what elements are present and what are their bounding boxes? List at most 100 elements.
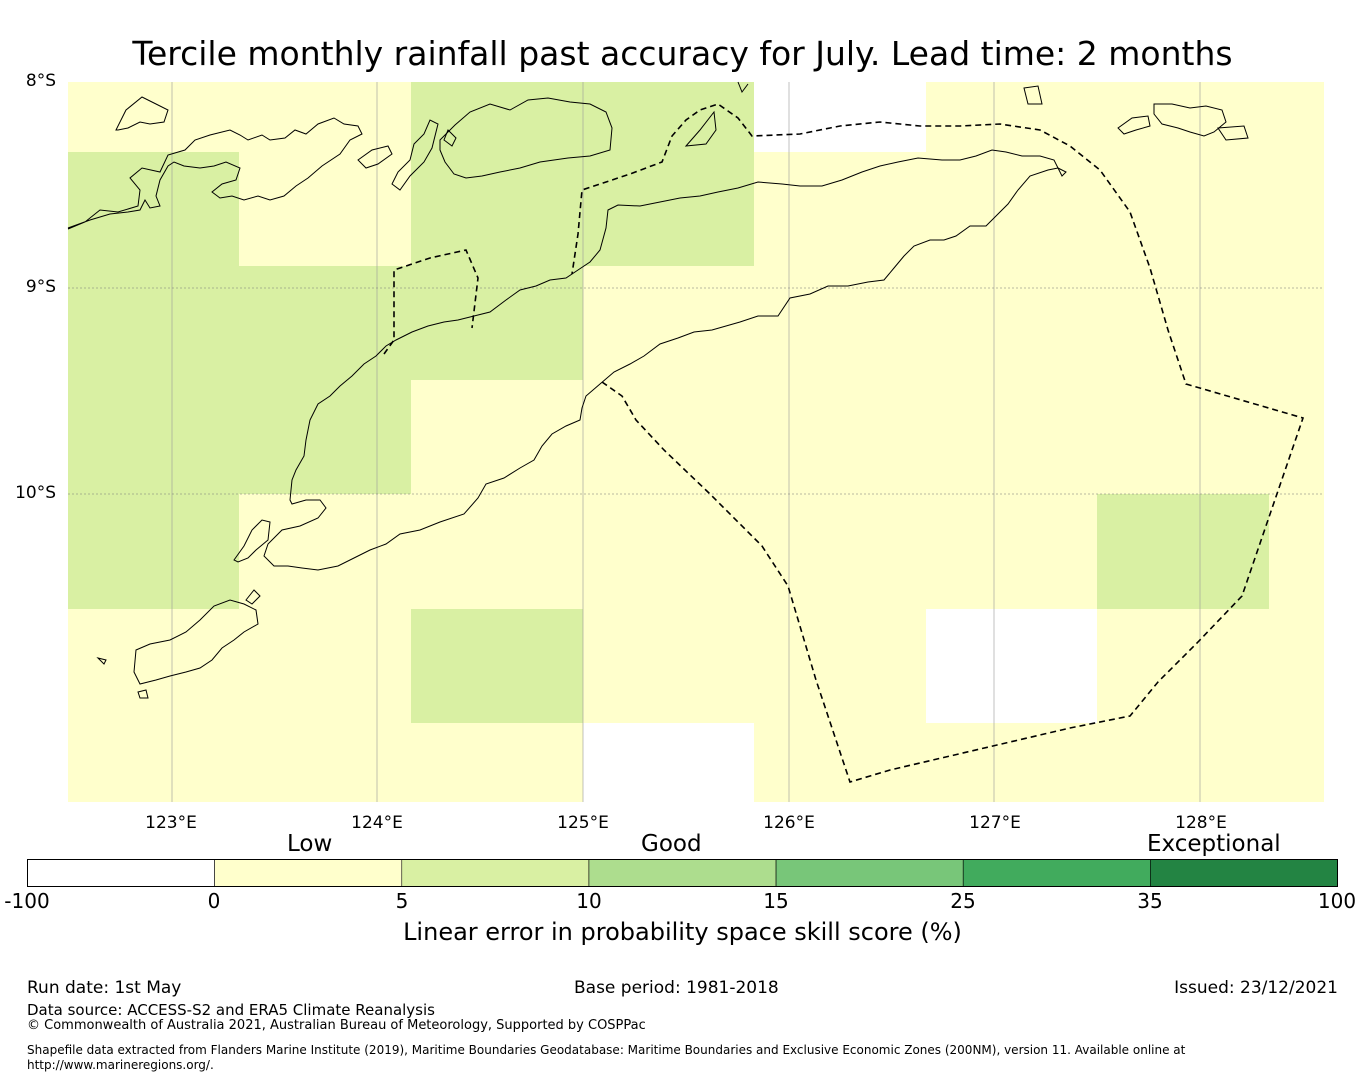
skill-cell (1269, 494, 1324, 609)
skill-cell (239, 609, 411, 723)
eez-boundary-oecusse (383, 249, 479, 355)
base-period: Base period: 1981-2018 (574, 978, 779, 998)
colorbar-tick: 15 (763, 889, 789, 913)
colorbar-tick: 35 (1137, 889, 1163, 913)
skill-cell (411, 609, 583, 723)
lat-label: 8°S (25, 71, 56, 91)
colorbar-segment (214, 859, 403, 887)
lon-label: 123°E (145, 813, 197, 833)
colorbar-tick: -100 (4, 889, 50, 913)
skill-cell (926, 494, 1097, 609)
lat-label: 9°S (25, 277, 56, 297)
skill-cell (1097, 82, 1269, 152)
skill-cell (1097, 152, 1269, 266)
shapefile-credit: Shapefile data extracted from Flanders M… (27, 1043, 1186, 1057)
island-small-2 (357, 145, 393, 169)
issued-date: Issued: 23/12/2021 (1174, 978, 1338, 998)
skill-cell (239, 82, 411, 152)
skill-cell (926, 609, 1097, 723)
skill-cell (1269, 82, 1324, 152)
skill-cell (68, 723, 239, 802)
skill-cell (1269, 609, 1324, 723)
colorbar-tick: 25 (950, 889, 976, 913)
coastline-timor (263, 149, 1067, 571)
island-small-5 (1023, 85, 1043, 105)
category-label-low: Low (287, 831, 333, 857)
skill-cell (1269, 152, 1324, 266)
colorbar-segment (27, 859, 215, 887)
lon-label: 127°E (969, 813, 1021, 833)
coastline-southwest (96, 519, 271, 699)
colorbar-segment (962, 859, 1151, 887)
skill-cell (411, 723, 583, 802)
oecusse-coast (1056, 166, 1067, 177)
colorbar-tick: 10 (576, 889, 602, 913)
coastline (67, 81, 1249, 230)
lon-label: 124°E (351, 813, 403, 833)
copyright: © Commonwealth of Australia 2021, Austra… (27, 1018, 646, 1033)
island-small-4 (443, 129, 457, 147)
skill-cell (926, 266, 1097, 380)
lon-label: 125°E (557, 813, 609, 833)
lat-label: 10°S (15, 483, 56, 503)
skill-cell (754, 609, 926, 723)
skill-cell (1097, 723, 1269, 802)
map-title: Tercile monthly rainfall past accuracy f… (132, 34, 1233, 73)
island-small-10 (245, 589, 261, 605)
shapefile-url: http://www.marineregions.org/. (27, 1058, 214, 1072)
skill-cell (926, 723, 1097, 802)
colorbar-segments (27, 859, 1338, 887)
skill-cell (754, 723, 926, 802)
island-wetar (439, 97, 613, 179)
maritime-boundary (383, 103, 1305, 783)
skill-cell (926, 152, 1097, 266)
island-small-1 (115, 96, 169, 131)
timor-outline (263, 149, 1059, 571)
colorbar-title: Linear error in probability space skill … (403, 918, 962, 946)
skill-cell (583, 152, 754, 266)
run-date: Run date: 1st May (27, 978, 182, 998)
skill-cell (1269, 266, 1324, 380)
colorbar-tick: 5 (395, 889, 409, 913)
colorbar-segment (775, 859, 964, 887)
island-rote (233, 519, 271, 563)
skill-cell (68, 380, 239, 494)
skill-cell (754, 380, 926, 494)
skill-cell (411, 494, 583, 609)
skill-cell (583, 266, 754, 380)
skill-cell (411, 380, 583, 494)
skill-cell (1269, 723, 1324, 802)
skill-cell (583, 82, 754, 152)
skill-cell (1097, 380, 1269, 494)
skill-cell (926, 380, 1097, 494)
graticule (68, 82, 1324, 802)
skill-cell (68, 266, 239, 380)
skill-cell (926, 82, 1097, 152)
eez-boundary-timor-leste (571, 103, 1305, 783)
island-small-7 (1153, 103, 1227, 137)
island-alor-pantar (67, 117, 363, 230)
skill-cell (583, 380, 754, 494)
category-label-good: Good (641, 831, 702, 857)
skill-cell (754, 82, 926, 152)
skill-grid (68, 82, 1324, 802)
skill-cell (239, 723, 411, 802)
skill-cell (239, 152, 411, 266)
skill-cell (1097, 266, 1269, 380)
skill-cell (583, 723, 754, 802)
skill-cell (68, 82, 239, 152)
island-small-11 (96, 657, 107, 665)
colorbar-tick: 0 (207, 889, 221, 913)
skill-cell (1097, 494, 1269, 609)
skill-cell (239, 266, 411, 380)
skill-cell (1097, 609, 1269, 723)
skill-cell (68, 494, 239, 609)
lon-label: 126°E (763, 813, 815, 833)
island-small-6 (1117, 115, 1151, 135)
colorbar-frame (27, 859, 1338, 887)
skill-cell (583, 609, 754, 723)
colorbar-segment (401, 859, 590, 887)
lon-label: 128°E (1175, 813, 1227, 833)
